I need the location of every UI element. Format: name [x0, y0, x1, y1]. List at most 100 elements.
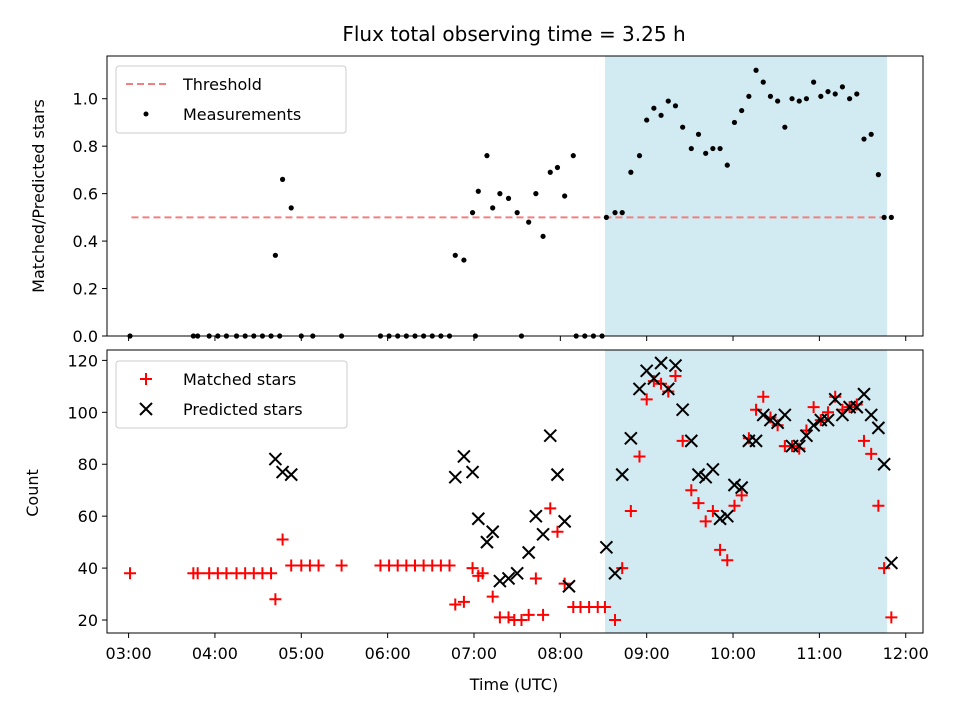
matched-star-point	[558, 577, 571, 590]
predicted-star-point	[850, 400, 864, 414]
y-tick-label: 0.4	[73, 232, 98, 251]
top-axes-frame	[106, 55, 924, 337]
matched-star-point	[124, 567, 137, 580]
x-tick-label: 03:00	[106, 644, 152, 663]
matched-star-point	[529, 572, 542, 585]
predicted-star-point	[792, 439, 806, 453]
measurement-point	[695, 131, 702, 137]
bottom-axes-frame	[106, 349, 924, 634]
measurement-point	[717, 145, 723, 152]
predicted-star-point	[632, 382, 647, 396]
matched-star-point	[443, 559, 456, 572]
matched-star-point	[735, 489, 748, 502]
matched-star-point	[857, 434, 870, 447]
predicted-star-point	[647, 371, 661, 386]
predicted-star-point	[749, 434, 763, 448]
measurement-point	[562, 193, 568, 199]
y-tick-label: 0.0	[73, 327, 98, 346]
measurement-point	[803, 96, 810, 102]
predicted-star-point	[465, 465, 480, 479]
matched-star-point	[865, 447, 878, 460]
bottom-y-ticks: 20 40 60 80 100 120	[67, 351, 107, 630]
x-tick-label: 12:00	[883, 644, 929, 663]
matched-star-point	[335, 559, 348, 572]
predicted-star-point	[275, 465, 290, 479]
top-x-ticks	[128, 336, 907, 341]
predicted-star-point	[457, 449, 471, 464]
predicted-star-point	[668, 358, 683, 373]
predicted-star-point	[734, 480, 749, 495]
matched-star-point	[692, 497, 705, 510]
measurement-point	[888, 214, 894, 220]
measurement-point	[570, 153, 576, 159]
measurement-point	[272, 252, 278, 258]
y-tick-label: 20	[78, 611, 98, 630]
predicted-star-point	[778, 408, 792, 422]
predicted-star-point	[691, 467, 706, 482]
predicted-star-point	[521, 545, 536, 560]
matched-star-point	[633, 450, 646, 463]
measurement-point	[644, 117, 650, 123]
bottom-panel: 20 40 60 80 100 120 03:00 04:00 05:00 06:00 07:00…	[23, 349, 929, 694]
matched-star-point	[220, 567, 233, 580]
measurement-point	[710, 145, 716, 152]
measurement-point	[818, 93, 824, 99]
measurement-point	[825, 88, 831, 95]
y-tick-label: 0.6	[73, 185, 98, 204]
predicted-star-point	[727, 478, 742, 492]
y-tick-label: 60	[78, 507, 98, 526]
y-tick-label: 1.0	[73, 90, 98, 109]
legend-measurements-label: Measurements	[183, 105, 301, 124]
predicted-star-point	[493, 574, 507, 588]
predicted-star-point	[706, 462, 720, 477]
predicted-star-point	[661, 382, 675, 396]
predicted-star-point	[471, 512, 486, 526]
predicted-star-point	[857, 387, 871, 401]
measurement-point	[612, 210, 618, 216]
measurement-point	[753, 67, 759, 73]
legend-matched-swatch	[140, 373, 152, 385]
predicted-star-point	[536, 527, 550, 542]
predicted-star-point	[799, 428, 814, 443]
matched-star-point	[676, 434, 689, 447]
matched-star-point	[598, 601, 611, 614]
measurement-point	[475, 188, 481, 194]
top-y-axis-label: Matched/Predicted stars	[29, 99, 48, 293]
measurement-point	[789, 96, 795, 102]
predicted-star-point	[268, 452, 283, 466]
matched-star-point	[728, 499, 741, 512]
matched-star-point	[522, 608, 535, 621]
predicted-star-point	[485, 525, 500, 539]
matched-star-point	[502, 611, 515, 624]
measurement-point	[279, 176, 286, 182]
predicted-star-point	[654, 356, 668, 370]
predicted-star-point	[720, 509, 734, 523]
matched-star-point	[885, 611, 898, 624]
matched-stars-points	[124, 369, 898, 627]
y-tick-label: 100	[67, 403, 98, 422]
measurement-point	[767, 93, 774, 99]
legend-predicted-swatch	[139, 402, 153, 416]
measurement-point	[680, 124, 686, 130]
measurement-point	[658, 112, 664, 118]
x-tick-label: 04:00	[192, 644, 238, 663]
measurement-point	[526, 219, 532, 225]
matched-star-point	[616, 562, 629, 575]
x-tick-label: 10:00	[710, 644, 756, 663]
predicted-star-point	[608, 566, 622, 580]
measurement-point	[533, 191, 539, 197]
top-legend: Threshold Measurements	[115, 65, 347, 134]
measurement-point	[854, 91, 860, 97]
measurement-point	[739, 107, 745, 114]
measurement-point	[672, 103, 679, 109]
measurement-point	[746, 93, 752, 99]
y-tick-label: 120	[67, 351, 98, 370]
measurement-point	[514, 210, 520, 216]
bottom-x-ticks: 03:00 04:00 05:00 06:00 07:00 08:00 09:00 10:00…	[106, 633, 929, 663]
measurement-point	[731, 119, 738, 126]
measurement-point	[832, 91, 838, 97]
measurement-point	[847, 96, 853, 102]
measurement-point	[619, 210, 625, 216]
matched-star-point	[476, 567, 489, 580]
matched-star-point	[872, 499, 885, 512]
